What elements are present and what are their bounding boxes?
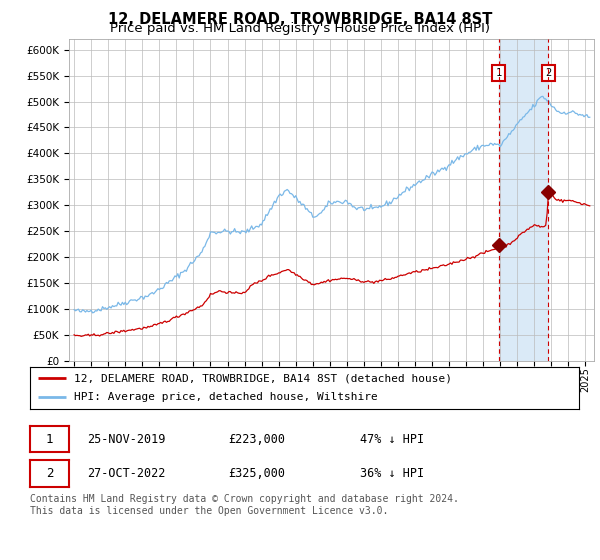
Text: £223,000: £223,000 (228, 432, 285, 446)
Text: 2: 2 (545, 68, 551, 78)
Text: 12, DELAMERE ROAD, TROWBRIDGE, BA14 8ST: 12, DELAMERE ROAD, TROWBRIDGE, BA14 8ST (108, 12, 492, 27)
Text: 25-NOV-2019: 25-NOV-2019 (87, 432, 166, 446)
Text: 12, DELAMERE ROAD, TROWBRIDGE, BA14 8ST (detached house): 12, DELAMERE ROAD, TROWBRIDGE, BA14 8ST … (74, 373, 452, 383)
Bar (499, 39, 548, 361)
Text: Price paid vs. HM Land Registry's House Price Index (HPI): Price paid vs. HM Land Registry's House … (110, 22, 490, 35)
Text: HPI: Average price, detached house, Wiltshire: HPI: Average price, detached house, Wilt… (74, 393, 377, 403)
Text: 1: 1 (46, 432, 53, 446)
Text: Contains HM Land Registry data © Crown copyright and database right 2024.
This d: Contains HM Land Registry data © Crown c… (30, 494, 459, 516)
Text: 36% ↓ HPI: 36% ↓ HPI (360, 467, 424, 480)
Text: £325,000: £325,000 (228, 467, 285, 480)
Text: 1: 1 (496, 68, 502, 78)
Text: 27-OCT-2022: 27-OCT-2022 (87, 467, 166, 480)
Text: 2: 2 (46, 467, 53, 480)
Text: 47% ↓ HPI: 47% ↓ HPI (360, 432, 424, 446)
